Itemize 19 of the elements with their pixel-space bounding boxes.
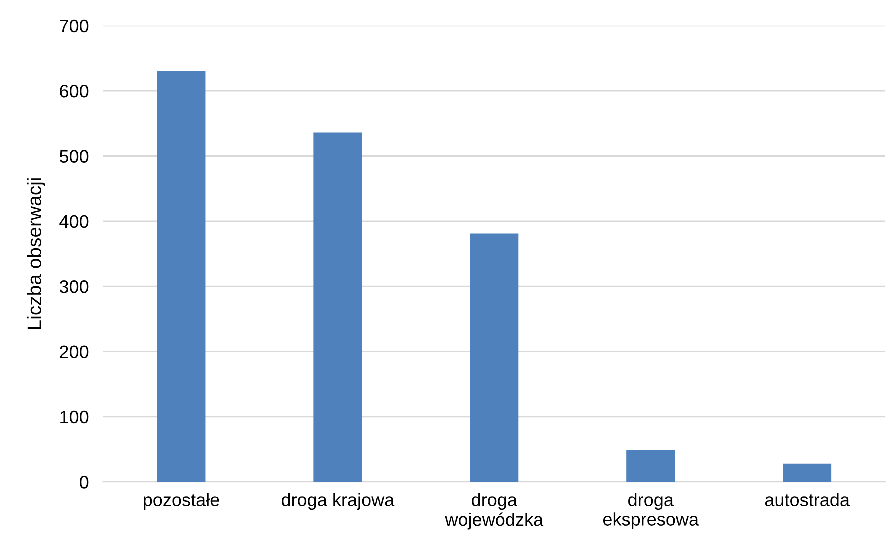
x-tick-label: pozostałe [144, 493, 220, 510]
bar [783, 464, 832, 482]
y-tick-label: 100 [60, 410, 89, 424]
y-tick-label: 0 [80, 476, 89, 489]
y-tick-label: 400 [60, 215, 89, 228]
y-tick-label: 700 [60, 20, 89, 33]
x-tick-label: autostrada [765, 493, 850, 506]
x-tick-label: droga krajowa [282, 493, 395, 510]
bar [314, 132, 362, 482]
y-tick-label: 300 [60, 280, 89, 294]
bar [470, 234, 519, 482]
y-tick-label: 200 [60, 346, 89, 358]
y-tick-label: 600 [60, 85, 89, 98]
bar [626, 450, 676, 482]
y-axis-title: Liczba obserwacji [27, 178, 46, 330]
y-tick-label: 500 [60, 150, 89, 163]
x-tick-label: droga ekspresowa [603, 493, 700, 530]
bar [157, 72, 206, 482]
x-tick-label: droga wojewódzka [445, 493, 544, 530]
